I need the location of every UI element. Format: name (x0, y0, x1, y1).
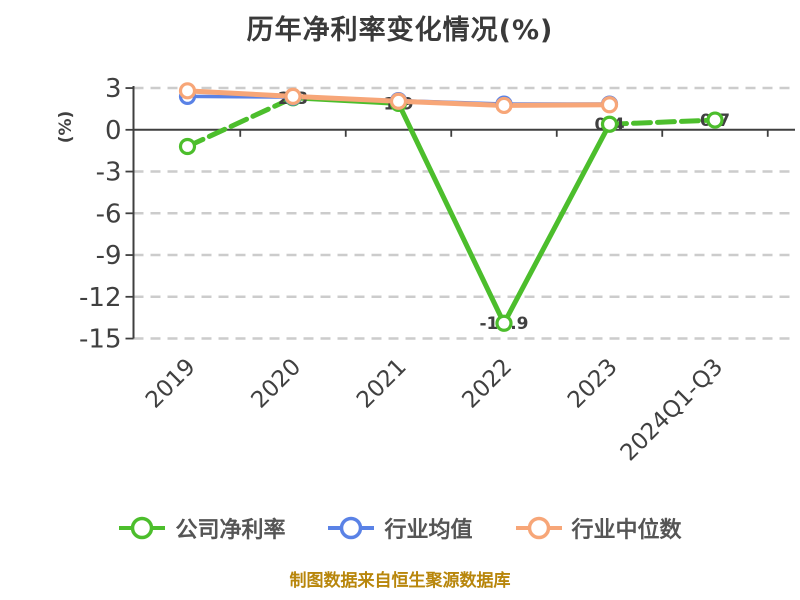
y-tick-label: -12 (79, 283, 121, 313)
legend-label-company-net-margin: 公司净利率 (175, 518, 286, 543)
marker-company-net-margin (178, 137, 197, 156)
y-tick-label: 3 (105, 74, 122, 104)
legend-item-company-net-margin: 公司净利率 (118, 512, 285, 544)
y-axis-unit-label: (%) (56, 111, 76, 144)
chart-title: 历年净利率变化情况(%) (246, 15, 554, 46)
y-tick-label: 0 (105, 116, 122, 146)
series-line-industry-median (185, 88, 296, 99)
marker-company-net-margin (706, 111, 724, 129)
series-line-company-net-margin (501, 121, 612, 326)
line-circle-marker-icon (328, 516, 375, 540)
x-tick-label: 2019 (141, 354, 201, 414)
legend-item-industry-median: 行业中位数 (515, 512, 682, 544)
marker-industry-median (178, 82, 197, 100)
x-tick-label: 2021 (352, 354, 412, 414)
marker-company-net-margin (600, 115, 619, 133)
y-tick-label: -15 (79, 325, 121, 355)
legend-label-industry-average: 行业均值 (384, 518, 473, 543)
line-circle-marker-icon (119, 516, 166, 540)
marker-industry-median (389, 92, 408, 110)
x-tick-label: 2024Q1-Q3 (616, 354, 729, 467)
marker-industry-median (600, 96, 619, 114)
legend: 公司净利率 行业均值 行业中位数 (0, 512, 800, 544)
series-line-industry-median (290, 93, 401, 104)
series-line-company-net-margin (396, 100, 507, 326)
marker-industry-median (284, 87, 302, 105)
legend-item-industry-average: 行业均值 (327, 512, 473, 544)
chart-canvas: 3 0 -3 -6 -9 -12 -15 2019 2020 2021 2022 20232024Q1… (56, 74, 795, 467)
y-tick-label: -3 (96, 158, 122, 188)
series-line-company-net-margin (185, 95, 296, 150)
legend-label-industry-median: 行业中位数 (571, 518, 682, 543)
series-line-company-net-margin (607, 117, 718, 127)
y-tick-label: -6 (96, 199, 122, 229)
series-line-industry-median (501, 102, 612, 108)
series-line-industry-median (396, 98, 507, 108)
x-tick-label: 2023 (563, 354, 623, 414)
marker-industry-median (495, 96, 513, 115)
line-circle-marker-icon (515, 516, 562, 540)
x-tick-label: 2020 (246, 354, 306, 414)
data-source-caption: 制图数据来自恒生聚源数据库 (289, 571, 511, 591)
x-tick-label: 2022 (457, 354, 517, 414)
y-tick-label: -9 (96, 241, 122, 271)
marker-company-net-margin (495, 314, 513, 332)
